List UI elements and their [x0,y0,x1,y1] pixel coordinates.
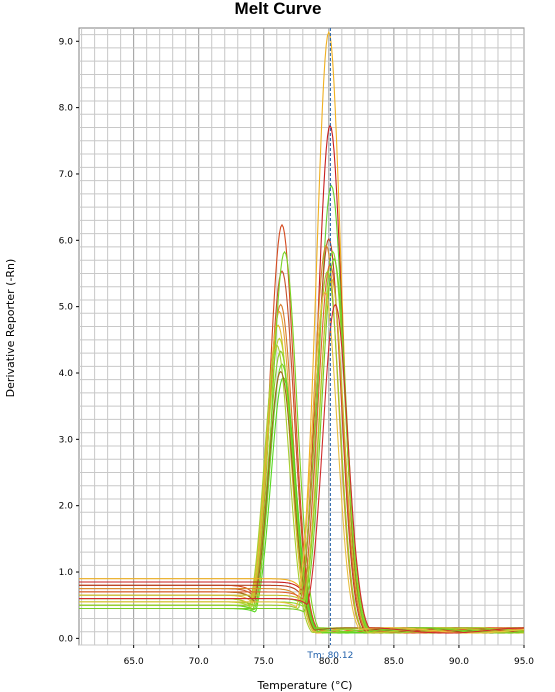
melt-curve-series [79,257,525,634]
y-tick-label: 8.0 [59,104,74,114]
y-axis-ticks: 0.0 1.0 2.0 3.0 4.0 5.0 6.0 7.0 8.0 9.0 [59,37,79,644]
melt-curve-series [79,303,524,634]
y-tick-label: 1.0 [59,568,74,578]
melt-curve-series [79,270,525,634]
x-axis-label: Temperature (°C) [257,679,353,692]
y-tick-label: 7.0 [59,170,74,180]
melt-curve-series [79,291,525,634]
x-tick-label: 75.0 [254,657,274,667]
grid-lines [79,28,525,646]
y-tick-label: 6.0 [59,236,74,246]
y-tick-label: 4.0 [59,369,74,379]
chart-title: Melt Curve [235,0,322,18]
y-tick-label: 0.0 [59,634,74,644]
melt-curve-series [79,263,525,634]
y-tick-label: 5.0 [59,303,74,313]
tm-marker: Tm: 80.12 [306,28,353,661]
melt-curve-series [79,277,525,634]
x-tick-label: 95.0 [514,657,534,667]
y-tick-label: 3.0 [59,435,74,445]
x-tick-label: 85.0 [384,657,404,667]
x-axis-ticks: 65.0 70.0 75.0 80.0 85.0 90.0 95.0 [124,645,534,667]
plot-area [78,27,525,646]
tm-marker-label: Tm: 80.12 [306,651,353,661]
y-tick-label: 9.0 [59,37,74,47]
y-axis-label: Derivative Reporter (-Rn) [4,259,17,398]
y-tick-label: 2.0 [59,502,74,512]
x-tick-label: 65.0 [124,657,144,667]
x-tick-label: 80.0 [319,657,339,667]
melt-curves [79,30,525,634]
x-tick-label: 90.0 [449,657,469,667]
x-tick-label: 70.0 [189,657,209,667]
